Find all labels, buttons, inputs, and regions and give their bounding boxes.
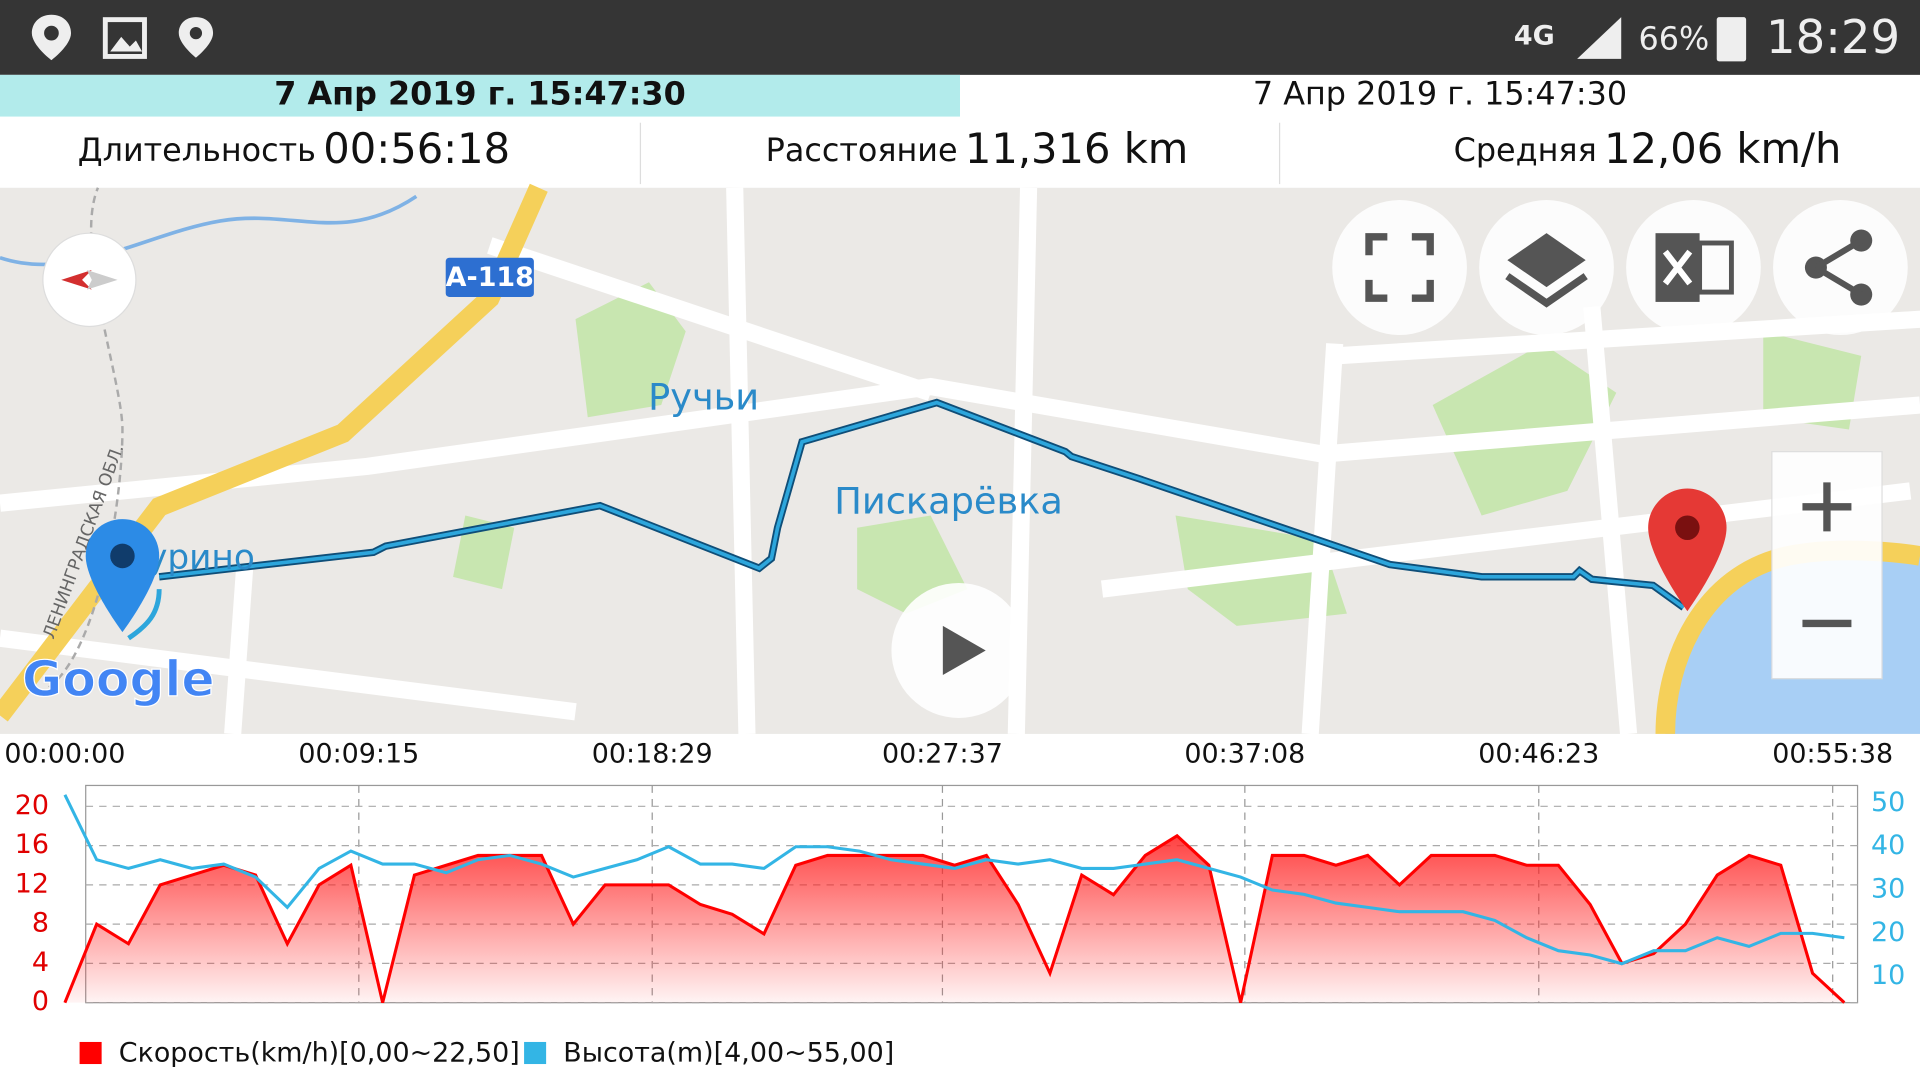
y-tick-label: 16 (15, 829, 49, 860)
y-tick-label: 20 (15, 790, 49, 821)
x-tick-label: 00:27:37 (882, 738, 1003, 769)
chart: 00:00:00 00:09:15 00:18:29 00:27:37 00:37:08… (4, 738, 1905, 1068)
stat-label: Длительность (78, 131, 316, 169)
place-label: Ручьи (648, 375, 759, 418)
stat-value: 11,316 km (965, 124, 1188, 173)
clock: 18:29 (1766, 10, 1900, 64)
stat-label: Расстояние (766, 131, 958, 169)
place-label: Пискарёвка (834, 480, 1063, 523)
y2-tick-label: 10 (1871, 960, 1905, 991)
y-tick-label: 12 (15, 868, 49, 899)
start-tab[interactable] (0, 74, 960, 117)
share-button[interactable] (1773, 200, 1908, 336)
stat-value: 12,06 km/h (1604, 124, 1841, 173)
y-tick-label: 0 (32, 986, 49, 1017)
compass-button[interactable] (42, 232, 137, 328)
y-tick-label: 4 (32, 947, 49, 978)
x-tick-label: 00:46:23 (1478, 738, 1599, 769)
map[interactable]: A-118 Ручьи Пискарёвка Мурино ЛЕНИНГРАДС… (0, 183, 1920, 735)
legend-swatch (79, 1041, 102, 1065)
y2-tick-label: 40 (1871, 830, 1905, 861)
x-tick-label: 00:09:15 (298, 738, 419, 769)
y2-tick-label: 50 (1871, 787, 1905, 818)
speed-area (64, 835, 1845, 1003)
end-time[interactable]: 7 Апр 2019 г. 15:47:30 (1253, 75, 1627, 113)
y2-tick-label: 20 (1871, 917, 1905, 948)
fullscreen-button[interactable] (1332, 200, 1467, 336)
x-tick-label: 00:37:08 (1184, 738, 1305, 769)
stat-label: Средняя (1454, 131, 1597, 169)
excel-button[interactable] (1626, 200, 1761, 336)
x-tick-label: 00:55:38 (1772, 738, 1893, 769)
legend-swatch (524, 1041, 547, 1065)
stat-value: 00:56:18 (323, 124, 510, 173)
x-tick-label: 00:00:00 (4, 738, 125, 769)
network: 4G (1514, 20, 1555, 51)
layers-button[interactable] (1479, 200, 1614, 336)
zoom-controls[interactable] (1771, 451, 1883, 680)
x-tick-label: 00:18:29 (592, 738, 713, 769)
legend-label: Высота(m)[4,00~55,00] (563, 1038, 894, 1069)
series-line (63, 794, 1845, 966)
y-tick-label: 8 (32, 908, 49, 939)
road-sign: A-118 (446, 262, 534, 293)
battery: 66% (1639, 19, 1710, 57)
play-button[interactable] (891, 582, 1027, 718)
y2-tick-label: 30 (1871, 874, 1905, 905)
start-time: 7 Апр 2019 г. 15:47:30 (274, 75, 685, 113)
google-logo: Google (22, 650, 214, 708)
legend-label: Скорость(km/h)[0,00~22,50] (119, 1038, 520, 1069)
status-bar (0, 0, 1920, 75)
series-line (63, 833, 1846, 1004)
